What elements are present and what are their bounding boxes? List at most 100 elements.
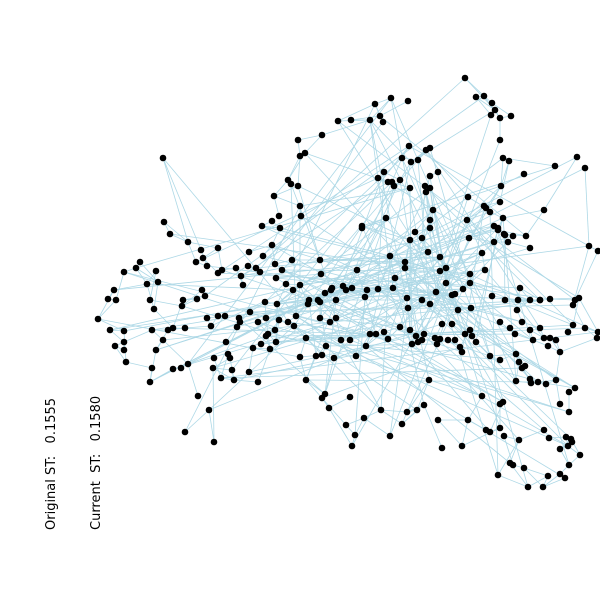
graph-node: [351, 431, 359, 439]
graph-edge: [195, 177, 379, 263]
graph-edge: [208, 409, 215, 443]
graph-node: [271, 326, 279, 334]
graph-node: [494, 471, 502, 479]
graph-node: [160, 218, 168, 226]
graph-node: [575, 294, 583, 302]
graph-edge: [187, 97, 392, 365]
graph-node: [232, 264, 240, 272]
graph-node: [434, 416, 442, 424]
graph-node: [199, 254, 207, 262]
graph-node: [337, 336, 345, 344]
graph-node: [152, 346, 160, 354]
graph-node: [463, 216, 471, 224]
graph-node: [302, 334, 310, 342]
graph-node: [268, 241, 276, 249]
graph-node: [448, 320, 456, 328]
graph-node: [268, 217, 276, 225]
graph-edge: [578, 297, 599, 333]
graph-node: [314, 296, 322, 304]
graph-node: [372, 330, 380, 338]
graph-node: [488, 292, 496, 300]
graph-edge: [115, 271, 125, 301]
graph-node: [540, 206, 548, 214]
graph-edge: [542, 473, 561, 488]
graph-node: [496, 356, 504, 364]
graph-node: [326, 318, 334, 326]
graph-edge: [377, 288, 409, 309]
graph-node: [198, 286, 206, 294]
graph-node: [505, 157, 513, 165]
graph-node: [273, 300, 281, 308]
graph-node: [414, 156, 422, 164]
graph-node: [404, 97, 412, 105]
graph-node: [181, 428, 189, 436]
graph-edge: [415, 235, 514, 337]
graph-node: [347, 116, 355, 124]
graph-edge: [287, 155, 301, 181]
graph-edge: [369, 119, 447, 269]
graph-node: [380, 328, 388, 336]
graph-node: [256, 268, 264, 276]
graph-edge: [349, 282, 447, 341]
graph-node: [120, 346, 128, 354]
graph-node: [436, 253, 444, 261]
graph-edge: [366, 289, 491, 433]
graph-node: [442, 264, 450, 272]
graph-node: [552, 376, 560, 384]
graph-edge: [248, 347, 254, 373]
graph-node: [515, 436, 523, 444]
graph-node: [221, 312, 229, 320]
graph-node: [389, 284, 397, 292]
graph-node: [276, 224, 284, 232]
graph-edge: [559, 337, 598, 353]
graph-node: [332, 314, 340, 322]
graph-node: [217, 374, 225, 382]
graph-node: [487, 111, 495, 119]
graph-node: [292, 312, 300, 320]
graph-node: [426, 300, 434, 308]
graph-node: [104, 295, 112, 303]
graph-node: [497, 182, 505, 190]
graph-node: [488, 99, 496, 107]
graph-node: [377, 406, 385, 414]
graph-node: [239, 281, 247, 289]
graph-edge: [427, 251, 499, 476]
graph-node: [526, 244, 534, 252]
graph-edge: [149, 299, 183, 307]
graph-node: [434, 168, 442, 176]
graph-node: [472, 93, 480, 101]
graph-edge: [123, 330, 127, 363]
graph-node: [464, 416, 472, 424]
graph-node: [297, 212, 305, 220]
graph-edge: [468, 237, 495, 243]
graph-edge: [265, 159, 419, 337]
graph-node: [442, 279, 450, 287]
graph-node: [259, 252, 267, 260]
graph-node: [504, 238, 512, 246]
graph-node: [184, 360, 192, 368]
graph-node: [120, 338, 128, 346]
graph-node: [544, 472, 552, 480]
graph-node: [581, 324, 589, 332]
graph-node: [593, 334, 600, 342]
graph-node: [565, 388, 573, 396]
graph-node: [317, 270, 325, 278]
graph-node: [236, 318, 244, 326]
graph-node: [214, 244, 222, 252]
graph-edge: [337, 120, 576, 301]
graph-edge: [304, 152, 389, 183]
graph-edge: [377, 171, 385, 290]
graph-node: [353, 266, 361, 274]
graph-node: [408, 340, 416, 348]
graph-node: [426, 144, 434, 152]
graph-node: [294, 182, 302, 190]
graph-edge: [572, 245, 590, 306]
graph-node: [366, 116, 374, 124]
graph-edge: [146, 283, 155, 310]
graph-node: [516, 284, 524, 292]
graph-node: [143, 280, 151, 288]
graph-node: [318, 131, 326, 139]
graph-node: [425, 376, 433, 384]
graph-node: [387, 94, 395, 102]
graph-node: [512, 350, 520, 358]
